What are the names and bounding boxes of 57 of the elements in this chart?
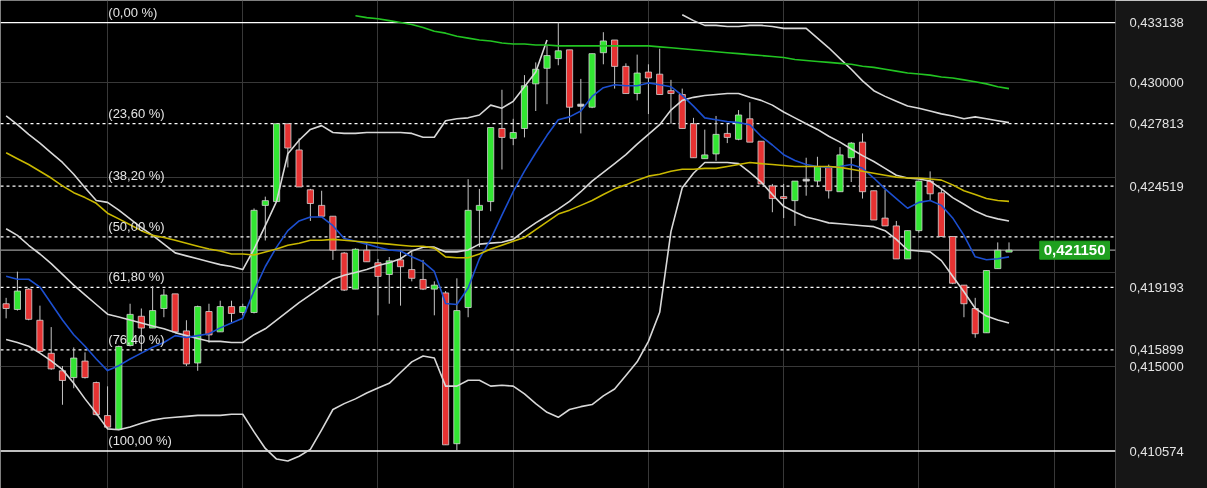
- y-tick-label: 0,424519: [1129, 178, 1184, 194]
- candlestick: [633, 54, 641, 101]
- candlestick: [430, 280, 438, 316]
- candlestick: [509, 118, 517, 146]
- candlestick: [261, 196, 269, 242]
- y-tick-label: 0,430000: [1129, 74, 1184, 90]
- candlestick: [656, 48, 664, 95]
- annotation: (38,20 %): [108, 168, 165, 184]
- y-tick-label: 0,410574: [1129, 443, 1184, 459]
- line-series: [354, 14, 1010, 90]
- candlestick: [926, 170, 934, 202]
- candlestick: [881, 189, 889, 227]
- candlestick: [475, 188, 483, 248]
- candlestick: [791, 180, 799, 227]
- candlestick: [47, 326, 55, 371]
- annotation: (23,60 %): [108, 105, 165, 121]
- candlestick: [228, 300, 235, 323]
- candlestick: [149, 285, 157, 329]
- ref-line-label: 0,421150: [1043, 241, 1106, 259]
- candlestick: [70, 346, 78, 389]
- annotation: (61,80 %): [108, 269, 165, 285]
- candlestick: [374, 258, 382, 316]
- candlestick: [994, 241, 1002, 270]
- candlestick: [306, 188, 314, 222]
- candlestick: [318, 190, 326, 217]
- annotation: (100,00 %): [108, 433, 172, 449]
- candlestick: [746, 101, 754, 143]
- y-tick-label: 0,433138: [1129, 15, 1184, 31]
- candlestick: [1005, 241, 1013, 253]
- candlestick: [554, 22, 562, 66]
- candlestick: [847, 141, 855, 183]
- annotation: (0,00 %): [108, 4, 158, 20]
- y-tick-label: 0,419193: [1129, 279, 1184, 295]
- candlestick: [532, 61, 540, 112]
- y-tick-label: 0,415899: [1129, 342, 1184, 358]
- candlestick: [2, 297, 10, 319]
- candlestick: [813, 156, 821, 188]
- candlestick: [577, 78, 585, 134]
- candlestick: [81, 351, 89, 380]
- candlestick: [543, 44, 551, 105]
- candlestick: [397, 249, 405, 307]
- candlestick: [419, 259, 427, 291]
- y-tick-label: 0,427813: [1129, 116, 1184, 132]
- y-tick-label: 0,415000: [1129, 359, 1184, 375]
- candlestick: [723, 123, 731, 144]
- candlestick: [104, 385, 112, 429]
- candlestick: [802, 157, 810, 197]
- candlestick: [13, 271, 21, 312]
- candlestick: [160, 288, 168, 318]
- candlestick: [780, 183, 788, 219]
- candlestick: [408, 251, 416, 282]
- candlestick: [385, 256, 393, 305]
- candlestick: [701, 129, 709, 160]
- candlestick: [498, 89, 506, 170]
- candlestick: [58, 365, 66, 406]
- line-series: [5, 151, 1010, 259]
- candlestick: [644, 63, 652, 115]
